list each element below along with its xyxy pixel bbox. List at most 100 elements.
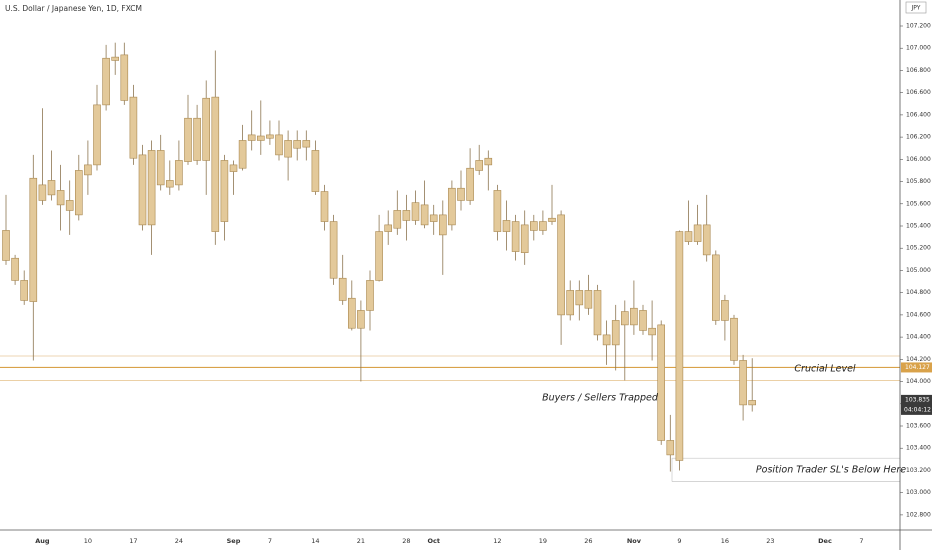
x-tick-label: 26 xyxy=(584,537,592,545)
candle-body xyxy=(457,187,465,201)
currency[interactable]: JPY xyxy=(911,5,921,12)
candle-body xyxy=(657,324,666,441)
candle-body xyxy=(65,200,74,211)
y-tick-label: 103.200 xyxy=(906,467,931,474)
last-price-tag xyxy=(901,394,932,415)
candle-body xyxy=(438,214,447,236)
candle-body xyxy=(548,217,556,222)
crucial-level-label: 104.127 xyxy=(905,364,930,371)
candle-body xyxy=(102,57,110,106)
candle-body xyxy=(138,154,147,226)
y-tick-label: 102.800 xyxy=(906,511,931,518)
x-tick-label: 12 xyxy=(493,537,501,545)
x-tick-label: 28 xyxy=(402,537,410,545)
candle-body xyxy=(247,134,256,141)
candle-body xyxy=(366,280,374,311)
candle-body xyxy=(347,297,356,329)
countdown: 04:04:12 xyxy=(904,406,931,413)
candle-body xyxy=(639,310,647,331)
x-tick-label: Sep xyxy=(227,537,241,545)
currency-box[interactable] xyxy=(905,1,927,14)
candle-body xyxy=(256,135,265,141)
candle-body xyxy=(220,160,229,222)
y-tick-label: 104.800 xyxy=(906,289,931,296)
candle-body xyxy=(402,210,411,221)
candle-body xyxy=(475,160,484,171)
candle-body xyxy=(202,97,210,161)
annotation: Position Trader SL's Below Here xyxy=(756,465,906,476)
y-tick-label: 105.600 xyxy=(906,200,931,207)
x-tick-label: 23 xyxy=(766,537,774,545)
crucial-level-tag xyxy=(901,362,932,373)
candle-body xyxy=(93,104,101,166)
candle-body xyxy=(84,164,92,176)
y-tick-label: 103.400 xyxy=(906,445,931,452)
candle-body xyxy=(11,257,19,281)
candle-body xyxy=(484,157,493,166)
x-tick-label: 16 xyxy=(721,537,729,545)
candle-body xyxy=(748,400,757,406)
x-tick-label: 17 xyxy=(129,537,137,545)
candle-body xyxy=(739,360,747,406)
candle-body xyxy=(502,220,511,232)
y-tick-label: 105.400 xyxy=(906,223,931,230)
candle-body xyxy=(275,134,283,156)
candle-body xyxy=(311,150,320,192)
candle-body xyxy=(648,327,656,336)
candle-body xyxy=(211,96,220,232)
candle-body xyxy=(293,140,302,149)
x-tick-label: 9 xyxy=(677,537,681,545)
y-tick-label: 105.000 xyxy=(906,267,931,274)
candle-body xyxy=(20,280,29,301)
candle-body xyxy=(156,150,165,186)
candle-body xyxy=(611,320,620,346)
candle-body xyxy=(520,224,529,253)
candle-body xyxy=(721,300,729,321)
x-tick-label: Dec xyxy=(818,537,832,545)
candle-body xyxy=(539,221,547,231)
candle-body xyxy=(393,210,402,229)
candle-body xyxy=(448,187,456,226)
candle-body xyxy=(593,290,602,336)
candle-body xyxy=(584,290,593,309)
candle-body xyxy=(338,277,347,301)
x-tick-label: 14 xyxy=(311,537,319,545)
candle-body xyxy=(75,170,83,216)
candle-body xyxy=(675,231,684,461)
candle-body xyxy=(329,221,338,279)
candle-body xyxy=(166,180,174,188)
candle-body xyxy=(620,311,629,326)
candle-body xyxy=(120,54,129,101)
candle-body xyxy=(184,117,192,162)
y-tick-label: 106.600 xyxy=(906,89,931,96)
candle-body xyxy=(702,224,711,256)
x-tick-label: 21 xyxy=(357,537,365,545)
y-tick-label: 105.800 xyxy=(906,178,931,185)
y-tick-label: 106.400 xyxy=(906,111,931,118)
y-tick-label: 104.400 xyxy=(906,334,931,341)
x-tick-label: 24 xyxy=(175,537,183,545)
y-tick-label: 104.600 xyxy=(906,311,931,318)
candle-body xyxy=(193,117,201,161)
candle-body xyxy=(630,307,638,326)
x-tick-label: 7 xyxy=(859,537,863,545)
candle-body xyxy=(411,202,420,221)
candle-body xyxy=(38,184,47,201)
y-tick-label: 103.000 xyxy=(906,489,931,496)
candle-body xyxy=(730,317,738,361)
x-tick-label: 19 xyxy=(539,537,547,545)
x-tick-label: 10 xyxy=(84,537,92,545)
candle-body xyxy=(56,190,65,206)
candle-body xyxy=(375,231,383,281)
y-tick-label: 106.800 xyxy=(906,67,931,74)
y-tick-label: 106.000 xyxy=(906,156,931,163)
y-tick-label: 107.000 xyxy=(906,45,931,52)
y-tick-label: 107.200 xyxy=(906,23,931,30)
candle-body xyxy=(238,140,247,169)
y-tick-label: 104.000 xyxy=(906,378,931,385)
candle-body xyxy=(566,290,575,316)
candle-body xyxy=(529,221,538,231)
candle-body xyxy=(229,164,238,172)
candle-body xyxy=(266,134,274,139)
